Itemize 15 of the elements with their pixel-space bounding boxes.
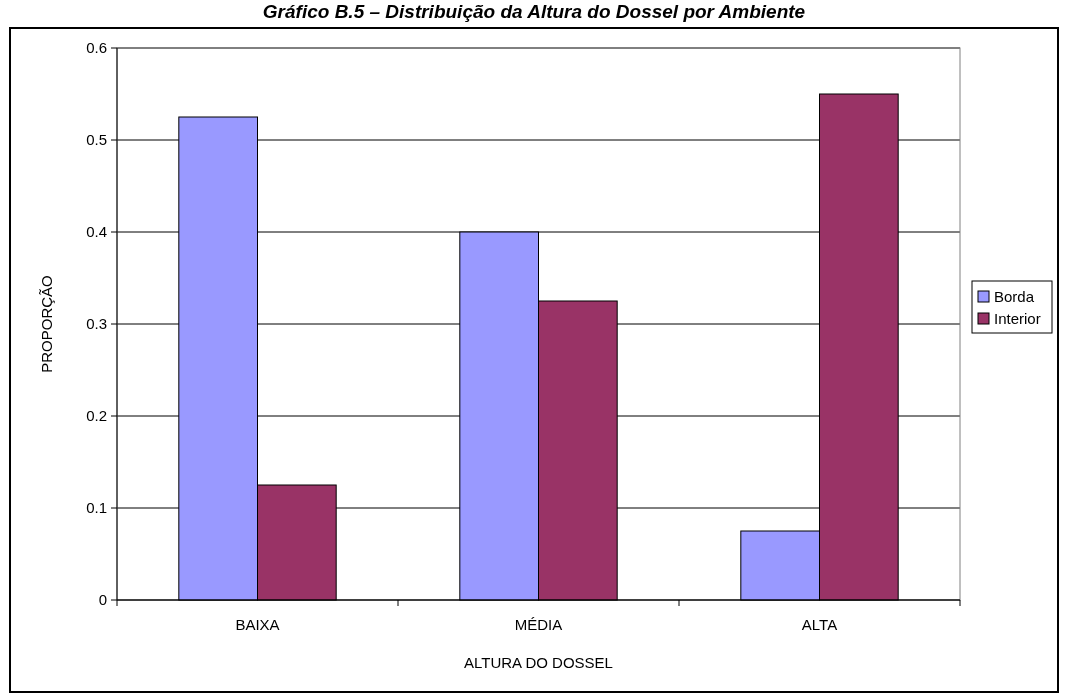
x-tick-label: BAIXA: [235, 616, 280, 633]
legend-label: Interior: [994, 310, 1041, 328]
y-tick-label: 0.5: [86, 131, 107, 149]
y-axis-title: PROPORÇÃO: [38, 275, 55, 373]
chart-title: Gráfico B.5 – Distribuição da Altura do Dossel por Ambiente: [262, 1, 806, 22]
x-tick-label: MÉDIA: [514, 616, 563, 633]
y-tick-label: 0.4: [86, 223, 107, 241]
y-tick-label: 0.3: [86, 315, 107, 333]
y-tick-label: 0.1: [86, 499, 107, 517]
legend-label: Borda: [994, 288, 1035, 306]
y-tick-label: 0.2: [86, 407, 107, 425]
x-tick-label: ALTA: [801, 616, 838, 633]
x-axis-title: ALTURA DO DOSSEL: [464, 654, 613, 671]
y-tick-label: 0: [98, 591, 107, 609]
y-tick-label: 0.6: [86, 39, 107, 57]
